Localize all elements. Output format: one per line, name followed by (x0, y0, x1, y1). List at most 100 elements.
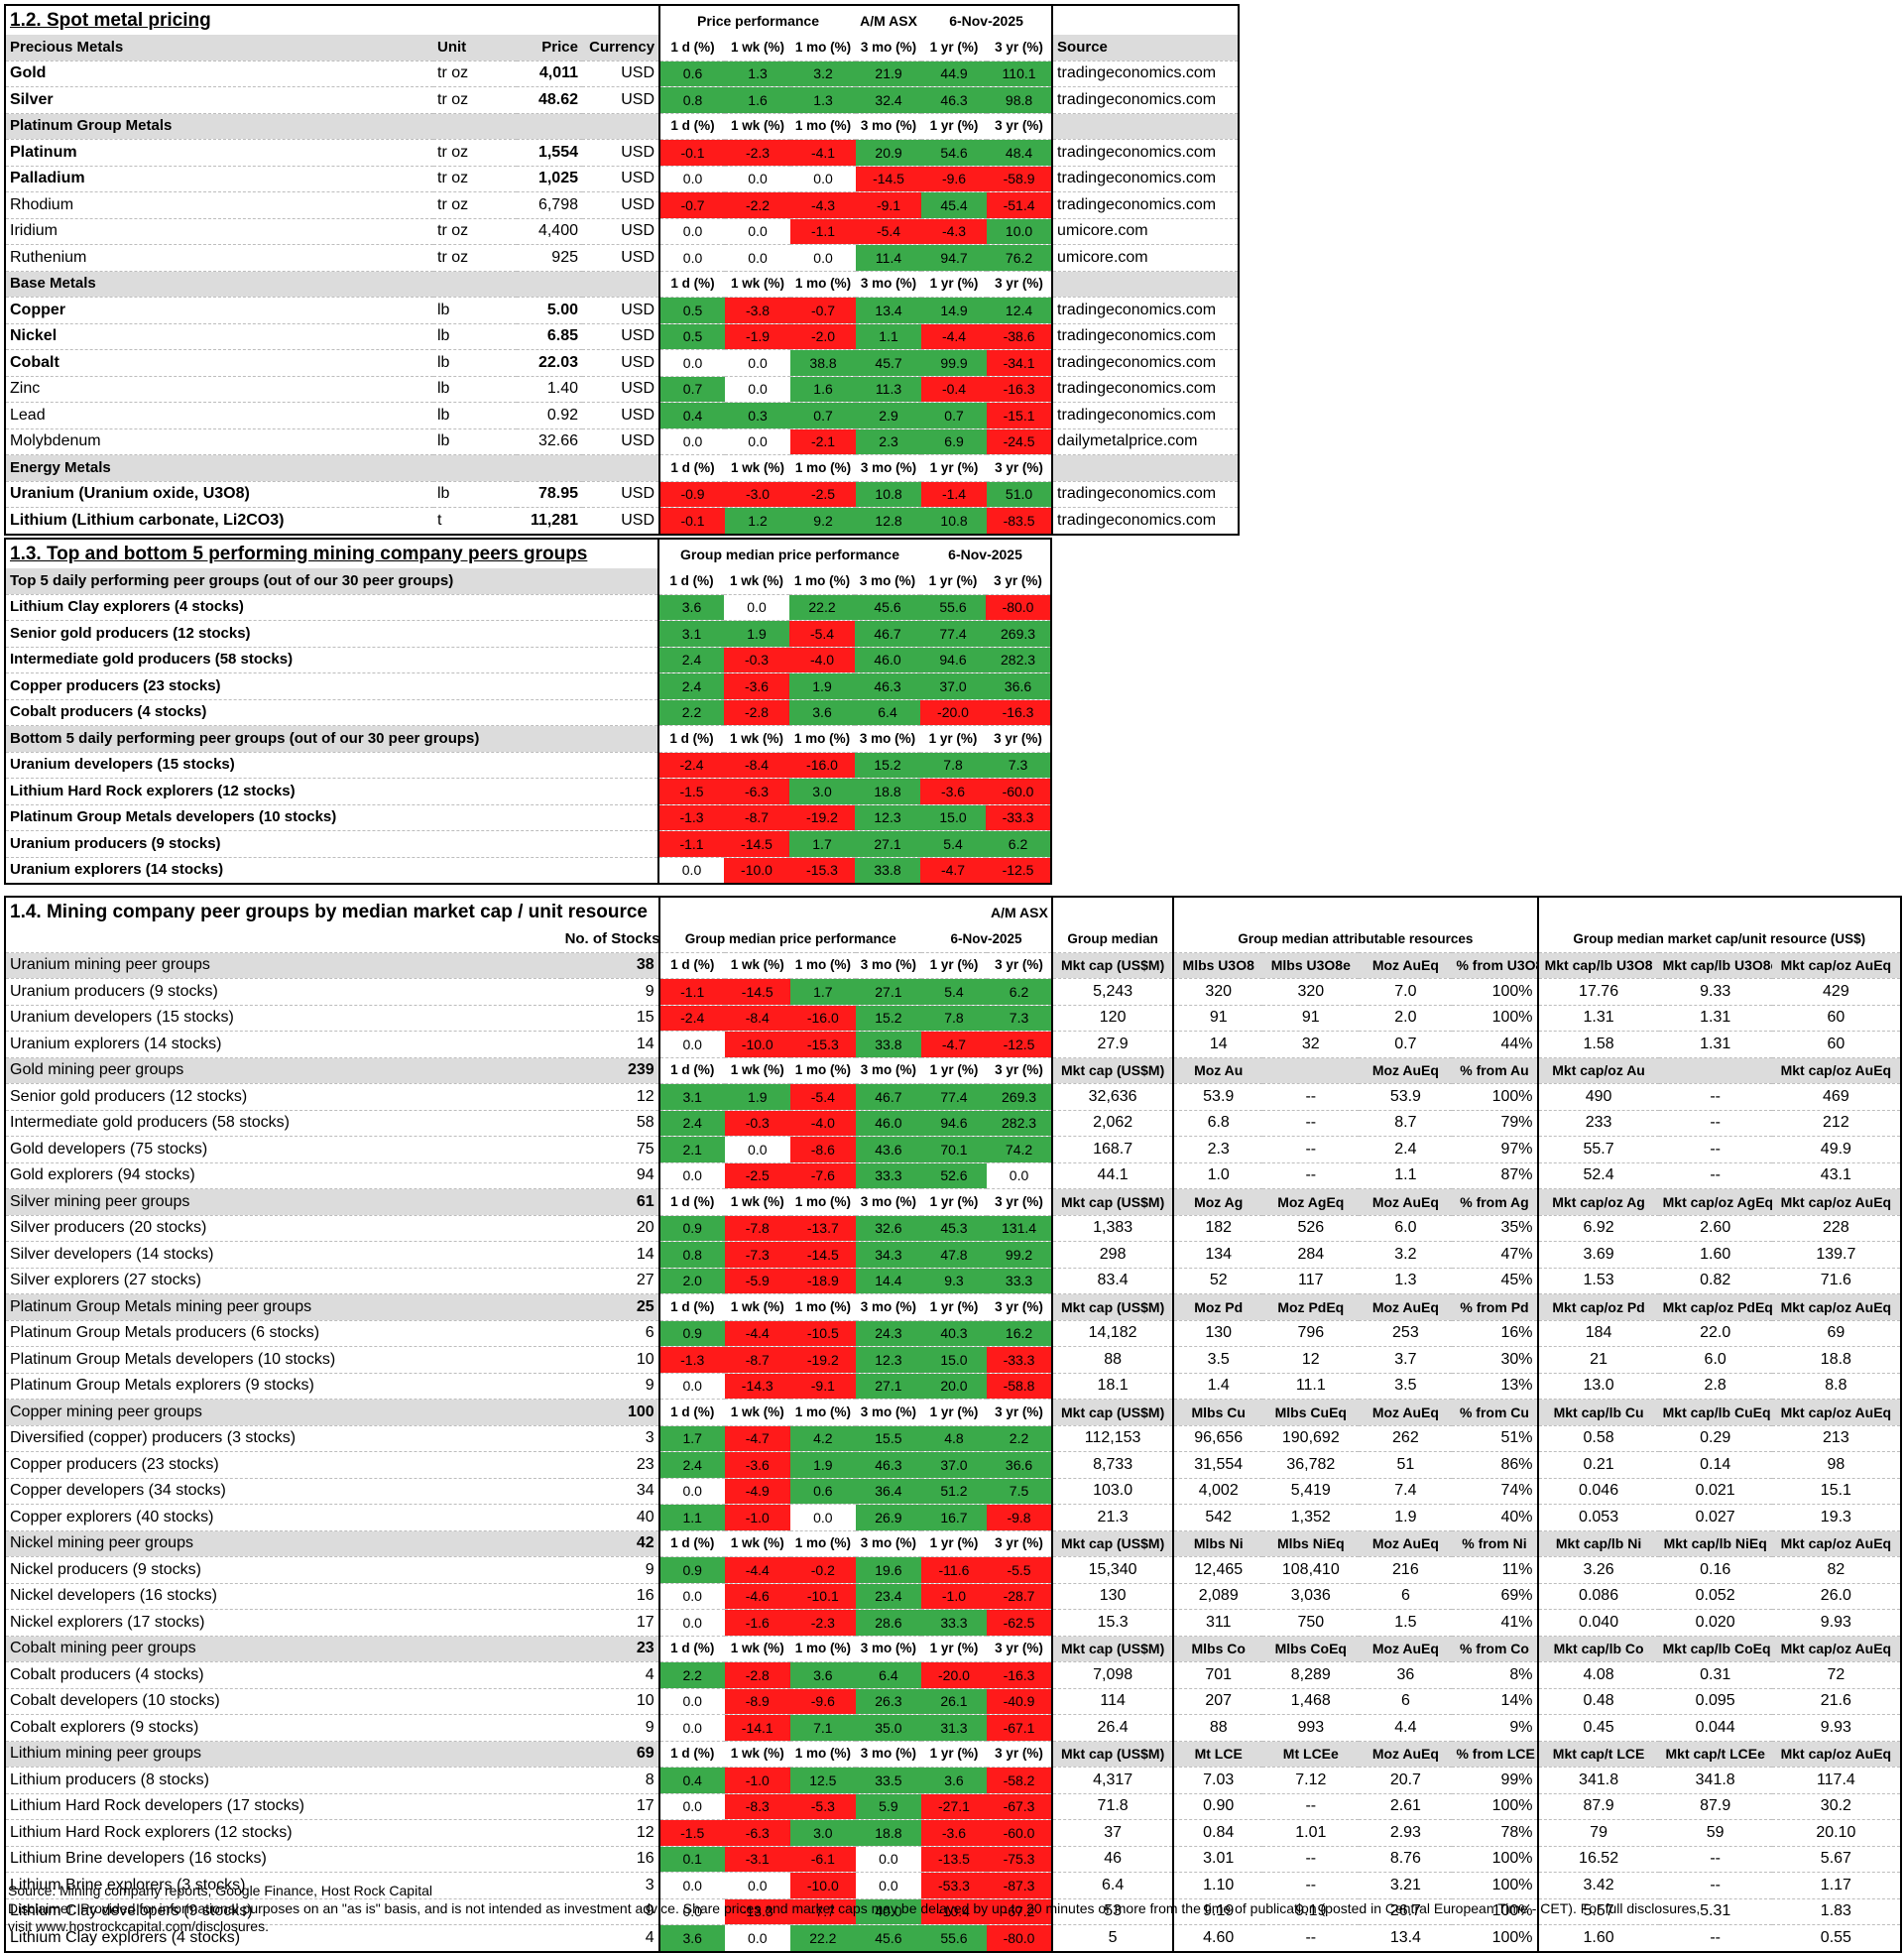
peer-group-name: Lithium Brine developers (16 stocks) (5, 1846, 561, 1873)
perf-cell: -8.6 (789, 1136, 856, 1163)
metric-value: 52.4 (1537, 1162, 1659, 1189)
peer-group-name: Uranium producers (9 stocks) (5, 830, 658, 858)
blank (657, 897, 987, 926)
metal-unit: lb (433, 376, 517, 403)
perf-cell: 1.7 (789, 978, 856, 1006)
metal-row: Rhodium tr oz 6,798 USD -0.7 -2.2 -4.3 -9.1 45.4… (5, 191, 1240, 219)
perf-cell: 14.9 (921, 297, 988, 324)
perf-cell: -16.0 (789, 752, 855, 779)
peer-group-row: Copper producers (23 stocks) 23 2.4 -3.6 1.9… (5, 1451, 1901, 1479)
metric-value: 542 (1173, 1504, 1263, 1531)
metric-value: 52 (1173, 1268, 1263, 1294)
metric-header: % from Ni (1452, 1530, 1539, 1557)
metric-value: 5.31 (1658, 1898, 1772, 1925)
perf-cell: -9.1 (856, 191, 922, 219)
metric-header: % from Ag (1452, 1188, 1539, 1216)
perf-cell: -4.6 (724, 1583, 790, 1610)
group-header-row: Uranium mining peer groups 38 1 d (%) 1 wk … (5, 952, 1901, 979)
perf-header: 1 mo (%) (790, 271, 857, 298)
metric-header: Mkt cap (US$M) (1052, 1741, 1175, 1768)
perf-cell: -10.1 (789, 1583, 856, 1610)
stock-count: 10 (560, 1688, 659, 1715)
peer-group-row: Silver explorers (27 stocks) 27 2.0 -5.9 -18… (5, 1268, 1901, 1294)
metal-row: Silver tr oz 48.62 USD 0.8 1.6 1.3 32.4 46.3 98.8… (5, 86, 1240, 114)
peer-group-row: Silver developers (14 stocks) 14 0.8 -7.3 -1… (5, 1241, 1901, 1269)
metal-source: tradingeconomics.com (1052, 86, 1240, 114)
metal-source: tradingeconomics.com (1052, 376, 1240, 403)
perf-cell: 6.4 (855, 699, 921, 726)
perf-cell: -12.5 (986, 857, 1053, 885)
metal-unit: lb (433, 349, 517, 377)
metal-unit: lb (433, 297, 517, 324)
metric-value: 11% (1452, 1556, 1539, 1584)
perf-header: 1 d (%) (658, 454, 726, 482)
metric-value: 341.8 (1658, 1767, 1772, 1794)
source-header (1052, 454, 1240, 482)
metal-name: Uranium (Uranium oxide, U3O8) (5, 481, 433, 508)
metric-value: 6.4 (1052, 1872, 1175, 1899)
perf-cell: 7.8 (920, 1005, 987, 1032)
perf-cell: 7.8 (920, 752, 987, 779)
group-name: Platinum Group Metals mining peer groups (5, 1293, 561, 1321)
perf-cell: -1.0 (724, 1767, 790, 1794)
metric-value: 5,243 (1052, 978, 1175, 1006)
perf-cell: -14.5 (856, 166, 922, 192)
perf-header: 3 yr (%) (987, 1530, 1054, 1557)
perf-cell: -6.3 (724, 778, 789, 805)
perf-cell: -16.3 (987, 376, 1054, 403)
stock-count: 4 (560, 1661, 659, 1689)
blank (5, 926, 561, 953)
perf-cell: 3.1 (657, 1083, 725, 1111)
stock-count: 6 (560, 1320, 659, 1347)
perf-cell: 5.9 (855, 1793, 921, 1820)
am-label: A/M ASX (987, 897, 1054, 926)
peer-group-row: Gold explorers (94 stocks) 94 0.0 -2.5 -7.6 3… (5, 1162, 1901, 1189)
perf-header: 1 mo (%) (789, 1293, 856, 1321)
perf-header: 1 d (%) (658, 113, 726, 140)
peer-group-name: Copper explorers (40 stocks) (5, 1504, 561, 1531)
peer-group-row: Lithium Hard Rock developers (17 stocks)… (5, 1793, 1901, 1820)
metric-value: 1.3 (1359, 1268, 1453, 1294)
metric-value: 262 (1359, 1425, 1453, 1452)
stock-count: 94 (560, 1162, 659, 1189)
metric-value: 78% (1452, 1819, 1539, 1847)
perf-cell: 3.6 (657, 594, 724, 621)
perf-cell: -5.4 (789, 620, 855, 648)
footer-disclaimer-link[interactable]: visit www.hostrockcapital.com/disclosure… (8, 1918, 269, 1934)
metric-value: 16.52 (1537, 1846, 1659, 1873)
perf-cell: -2.2 (725, 191, 791, 219)
perf-cell: 0.0 (725, 376, 791, 403)
metal-unit: lb (433, 323, 517, 350)
metric-value: 526 (1262, 1215, 1360, 1242)
metric-value: 1.0 (1173, 1162, 1263, 1189)
peer-group-row: Gold developers (75 stocks) 75 2.1 0.0 -8.6 4… (5, 1136, 1901, 1163)
metric-value: 1,468 (1262, 1688, 1360, 1715)
perf-cell: 77.4 (920, 1083, 987, 1111)
perf-cell: 282.3 (987, 1110, 1054, 1137)
perf-header: 1 d (%) (657, 1293, 725, 1321)
metric-header: Mkt cap/oz Ag (1537, 1188, 1659, 1216)
perf-header: 1 wk (%) (724, 725, 789, 753)
metal-name: Platinum (5, 139, 433, 167)
perf-cell: 37.0 (920, 672, 987, 700)
metal-unit: t (433, 507, 517, 535)
perf-cell: 0.0 (657, 1583, 725, 1610)
metric-value: 184 (1537, 1320, 1659, 1347)
perf-cell: 24.3 (855, 1320, 921, 1347)
perf-cell: -8.7 (724, 1346, 790, 1374)
perf-cell: -3.1 (724, 1846, 790, 1873)
metal-row: Zinc lb 1.40 USD 0.7 0.0 1.6 11.3 -0.4 -16.3 tradi… (5, 376, 1240, 403)
metric-value: 0.31 (1658, 1661, 1772, 1689)
perf-header: 1 d (%) (657, 725, 724, 753)
perf-cell: -2.8 (724, 1661, 790, 1689)
perf-cell: -6.3 (724, 1819, 790, 1847)
peer-group-row: Copper explorers (40 stocks) 40 1.1 -1.0 0.0… (5, 1504, 1901, 1531)
perf-cell: -2.3 (789, 1609, 856, 1637)
perf-cell: -0.9 (658, 481, 726, 508)
metric-header: Mkt cap/lb NiEq (1658, 1530, 1772, 1557)
metric-value: 1.5 (1359, 1609, 1453, 1637)
perf-cell: -5.4 (856, 218, 922, 245)
perf-cell: 0.0 (724, 594, 789, 621)
perf-cell: 0.0 (987, 1162, 1054, 1189)
metric-header: Moz Au (1173, 1057, 1263, 1084)
